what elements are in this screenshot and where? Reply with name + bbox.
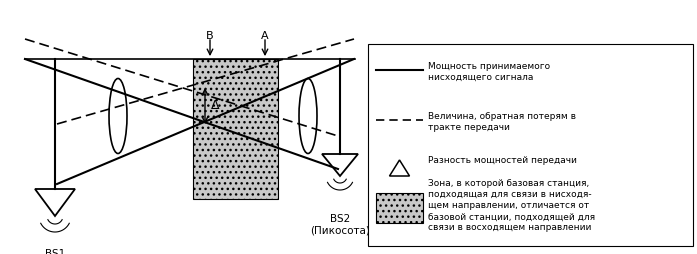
Text: Величина, обратная потерям в
тракте передачи: Величина, обратная потерям в тракте пере… xyxy=(428,112,576,132)
Text: B: B xyxy=(206,31,214,41)
Text: BS1
(Макросота): BS1 (Макросота) xyxy=(22,249,89,254)
Text: Разность мощностей передачи: Разность мощностей передачи xyxy=(428,156,577,165)
Bar xyxy=(193,59,278,199)
Text: BS2
(Пикосота): BS2 (Пикосота) xyxy=(310,214,370,236)
Text: A: A xyxy=(261,31,269,41)
Bar xyxy=(368,44,693,246)
Text: Зона, в которой базовая станция,
подходящая для связи в нисходя-
щем направлении: Зона, в которой базовая станция, подходя… xyxy=(428,179,595,232)
Bar xyxy=(376,193,423,223)
Text: ФИГ. 1: ФИГ. 1 xyxy=(136,0,185,2)
Text: Мощность принимаемого
нисходящего сигнала: Мощность принимаемого нисходящего сигнал… xyxy=(428,62,550,82)
Text: Δ: Δ xyxy=(211,99,220,113)
